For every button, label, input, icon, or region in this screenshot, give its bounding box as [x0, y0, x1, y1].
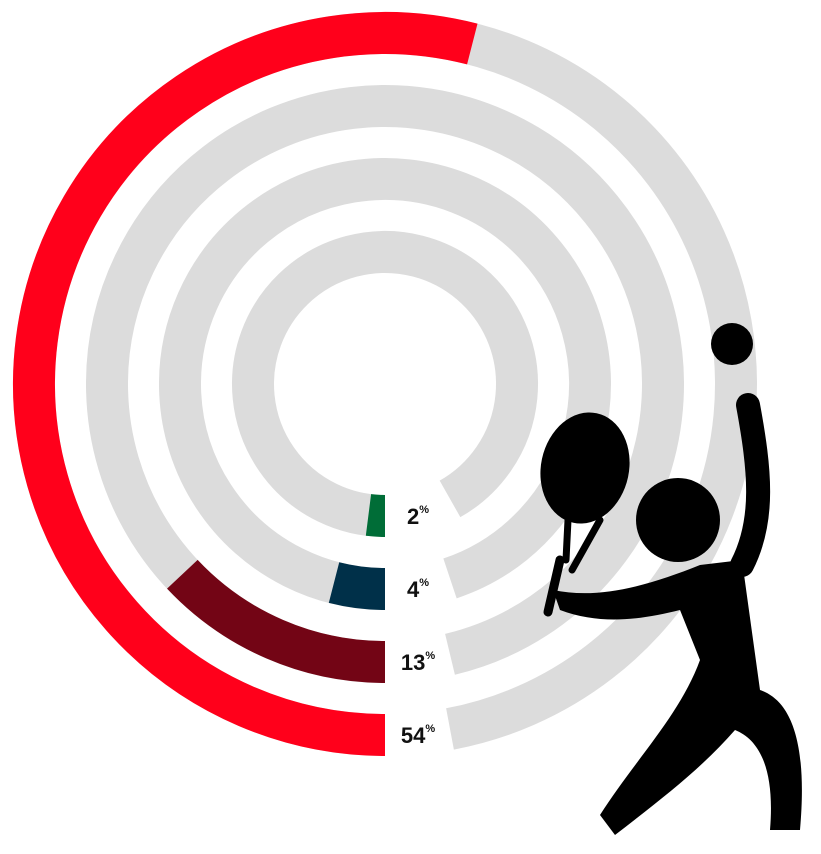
value-label: 54%	[401, 723, 435, 748]
value-label: 2%	[407, 504, 429, 529]
rings: 54% 13% 4% 2%	[34, 33, 736, 748]
track	[253, 252, 517, 516]
value-label: 4%	[407, 577, 429, 602]
chart: 54% 13% 4% 2%	[0, 0, 821, 854]
bar	[368, 515, 385, 516]
bar	[334, 583, 385, 589]
value-label: 13%	[401, 650, 435, 675]
